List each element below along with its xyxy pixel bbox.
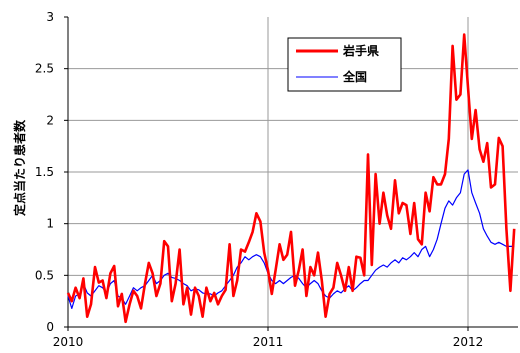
y-tick-label: 2: [46, 113, 54, 127]
y-tick-labels: 0 0.5 1 1.5 2 2.5 3: [35, 10, 54, 334]
series-lines: [66, 33, 516, 324]
y-tick-label: 1.5: [35, 165, 54, 179]
y-tick-label: 0: [46, 320, 54, 334]
y-axis-label: 定点当たり患者数: [12, 119, 27, 216]
y-tick-label: 0.5: [35, 268, 54, 282]
series-line-iwate: [66, 33, 516, 324]
legend-box: [287, 37, 402, 92]
x-tick-label: 2010: [53, 335, 84, 349]
x-tick-labels: 2010 2011 2012: [53, 335, 484, 349]
x-tick-label: 2011: [253, 335, 284, 349]
legend-label-iwate: 岩手県: [342, 43, 379, 58]
series-line-national: [67, 169, 515, 309]
y-tick-label: 3: [46, 10, 54, 24]
plot-frame: [64, 16, 518, 331]
y-tick-label: 1: [46, 217, 54, 231]
legend-label-national: 全国: [342, 69, 367, 84]
legend: 岩手県 全国: [287, 37, 402, 92]
x-tick-label: 2012: [453, 335, 484, 349]
y-tick-label: 2.5: [35, 62, 54, 76]
